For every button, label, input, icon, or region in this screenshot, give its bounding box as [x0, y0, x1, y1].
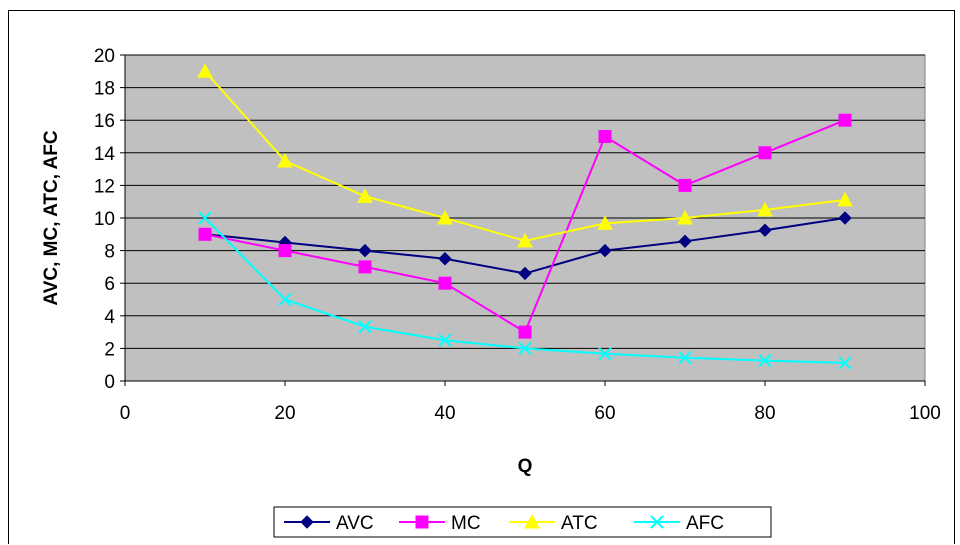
- y-tick-label: 10: [94, 209, 115, 230]
- line-chart: 0 2 4 6 8 10 12 14 16 18 20 0 20 40 60 80 100 Q AVC, MC…: [41, 46, 941, 538]
- data-point-mc: [198, 227, 212, 241]
- x-tick-label: 20: [274, 403, 295, 424]
- data-point-atc: [437, 209, 453, 225]
- data-point-afc: [758, 353, 772, 368]
- legend-item-avc: AVC: [284, 513, 374, 534]
- data-point-atc: [197, 63, 213, 78]
- data-point-mc: [598, 130, 612, 143]
- x-tick-label: 60: [594, 403, 615, 424]
- y-tick-label: 16: [94, 111, 115, 132]
- data-point-mc: [278, 244, 292, 258]
- data-point-mc: [518, 325, 532, 339]
- y-tick-label: 4: [104, 307, 115, 328]
- data-point-afc: [358, 320, 372, 334]
- series-afc: [198, 211, 852, 370]
- legend-label: AVC: [336, 513, 374, 534]
- data-point-afc: [518, 341, 532, 356]
- y-tick-label: 0: [104, 372, 115, 393]
- data-point-atc: [597, 215, 613, 230]
- series-layer: [197, 63, 853, 370]
- x-tick-label: 80: [754, 403, 775, 424]
- data-point-mc: [838, 113, 852, 127]
- legend-item-afc: AFC: [634, 513, 724, 534]
- y-tick-labels: 0 2 4 6 8 10 12 14 16 18 20: [94, 46, 116, 393]
- y-tick-label: 18: [94, 79, 115, 100]
- data-point-afc: [598, 347, 612, 361]
- data-point-avc: [438, 252, 452, 266]
- series-mc: [198, 113, 852, 339]
- data-point-afc: [198, 211, 212, 225]
- data-point-mc: [358, 260, 372, 274]
- data-point-afc: [438, 333, 452, 347]
- legend-label: MC: [451, 513, 481, 534]
- data-point-mc: [678, 178, 692, 192]
- x-tick-label: 40: [434, 403, 455, 424]
- y-tick-label: 2: [104, 339, 115, 360]
- legend: AVC MC ATC AFC: [273, 506, 772, 538]
- data-point-avc: [838, 211, 852, 225]
- data-point-avc: [358, 243, 372, 258]
- legend-marker: [300, 515, 314, 529]
- legend-item-mc: MC: [399, 513, 481, 534]
- data-point-avc: [758, 223, 772, 237]
- legend-marker: [524, 513, 540, 529]
- x-tick-labels: 0 20 40 60 80 100: [120, 403, 941, 424]
- x-tick-label: 100: [909, 403, 941, 424]
- y-tick-label: 12: [94, 176, 115, 197]
- data-point-afc: [838, 356, 852, 370]
- legend-label: AFC: [686, 513, 724, 534]
- legend-label: ATC: [561, 513, 598, 534]
- legend-item-atc: ATC: [509, 513, 598, 534]
- data-point-avc: [678, 234, 692, 249]
- data-point-afc: [278, 292, 292, 307]
- data-point-mc: [758, 146, 772, 160]
- y-tick-label: 6: [104, 274, 115, 295]
- data-point-atc: [837, 191, 853, 207]
- data-point-atc: [677, 209, 693, 225]
- axes: [120, 54, 926, 386]
- data-point-mc: [438, 276, 452, 290]
- data-point-atc: [757, 201, 773, 217]
- legend-marker: [415, 515, 429, 529]
- y-axis-title: AVC, MC, ATC, AFC: [41, 130, 62, 305]
- data-point-avc: [598, 243, 612, 258]
- y-tick-label: 8: [104, 242, 115, 263]
- y-tick-label: 20: [94, 46, 115, 67]
- legend-marker: [650, 515, 664, 529]
- data-point-atc: [277, 152, 293, 168]
- data-point-atc: [517, 232, 533, 248]
- y-tick-label: 14: [94, 144, 116, 165]
- series-atc: [197, 63, 853, 248]
- data-point-afc: [678, 350, 692, 365]
- x-tick-label: 0: [120, 403, 131, 424]
- data-point-atc: [357, 188, 373, 203]
- data-point-avc: [518, 266, 532, 281]
- chart-frame: 0 2 4 6 8 10 12 14 16 18 20 0 20 40 60 80 100 Q AVC, MC…: [8, 10, 955, 544]
- x-axis-title: Q: [518, 456, 533, 477]
